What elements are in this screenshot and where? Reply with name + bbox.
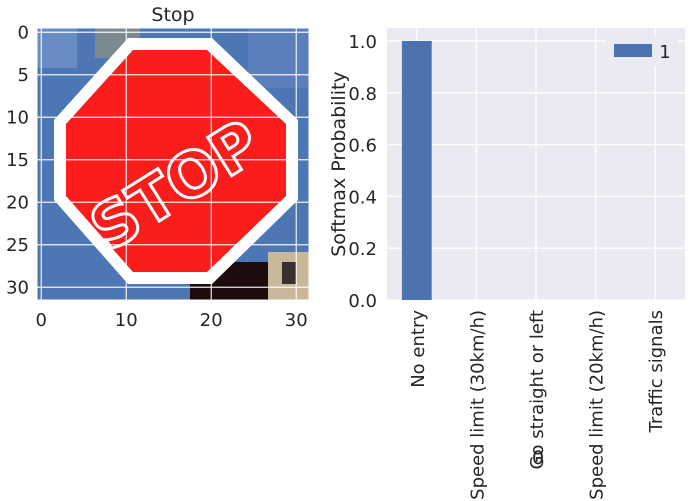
image-frame <box>36 27 310 301</box>
image-y-ticks: 0 5 10 15 20 25 30 <box>6 22 29 298</box>
x-tick-label: Speed limit (30km/h) <box>467 310 488 500</box>
image-y-tick-label: 30 <box>6 277 29 298</box>
image-title: Stop <box>151 4 194 26</box>
legend: 1 <box>606 36 678 66</box>
bars <box>401 40 432 300</box>
image-y-tick-label: 15 <box>6 150 29 171</box>
image-x-tick-label: 30 <box>285 310 308 331</box>
image-x-tick-label: 20 <box>200 310 223 331</box>
bar <box>401 40 432 300</box>
image-y-tick-label: 0 <box>18 22 29 43</box>
y-axis-label: Softmax Probability <box>328 71 350 256</box>
image-y-tick-label: 10 <box>6 107 29 128</box>
window-patch <box>282 262 296 284</box>
x-tick-label: Traffic signals <box>646 310 667 433</box>
x-tick-label: No entry <box>408 310 429 388</box>
image-gridlines <box>37 28 309 300</box>
x-tick-labels: No entry Speed limit (30km/h) Go straight … <box>408 310 667 500</box>
bar-chart: 0.0 0.2 0.4 0.6 0.8 1.0 No entry Speed limit (… <box>328 28 685 500</box>
image-x-tick-label: 0 <box>36 310 47 331</box>
y-tick-label: 0.6 <box>348 136 377 157</box>
y-tick-label: 0.2 <box>348 239 377 260</box>
image-x-ticks: 0 10 20 30 <box>36 310 308 331</box>
y-tick-labels: 0.0 0.2 0.4 0.6 0.8 1.0 <box>348 32 377 312</box>
x-tick-label: Speed limit (20km/h) <box>587 310 608 500</box>
image-y-tick-label: 25 <box>6 235 29 256</box>
image-x-tick-label: 10 <box>115 310 138 331</box>
x-tick-label: Go straight or left <box>527 310 548 469</box>
sky-patch-right <box>248 28 309 88</box>
sky-patch <box>37 28 77 68</box>
y-tick-label: 0.8 <box>348 84 377 105</box>
legend-swatch <box>614 44 652 57</box>
legend-entry-label: 1 <box>659 42 670 63</box>
sign-face <box>66 50 286 272</box>
image-y-tick-label: 5 <box>18 65 29 86</box>
x-axis-label: 0 <box>532 447 544 469</box>
y-tick-label: 0.4 <box>348 187 377 208</box>
y-tick-label: 1.0 <box>348 32 377 53</box>
image-y-tick-label: 20 <box>6 192 29 213</box>
stop-sign-image: STOP <box>37 28 309 300</box>
y-tick-label: 0.0 <box>348 291 377 312</box>
image-panel: Stop STOP 0 10 20 30 0 5 10 15 20 25 30 <box>6 4 310 331</box>
chart-gridlines <box>387 28 685 301</box>
